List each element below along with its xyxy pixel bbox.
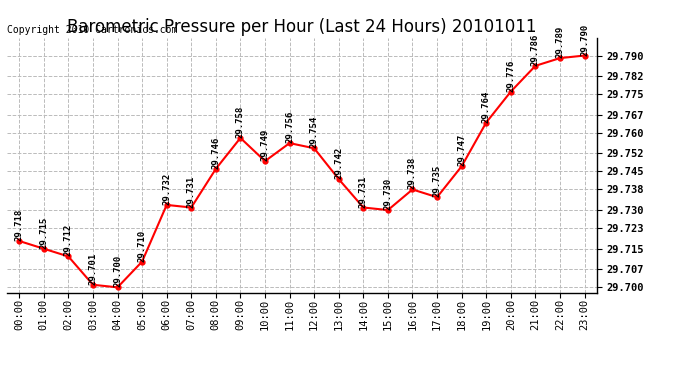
Text: 29.790: 29.790 <box>580 23 589 56</box>
Text: 29.730: 29.730 <box>384 178 393 210</box>
Text: 29.731: 29.731 <box>187 175 196 207</box>
Text: 29.786: 29.786 <box>531 34 540 66</box>
Text: 29.712: 29.712 <box>64 224 73 256</box>
Text: 29.758: 29.758 <box>236 106 245 138</box>
Text: 29.718: 29.718 <box>14 209 23 241</box>
Text: 29.701: 29.701 <box>88 252 97 285</box>
Title: Barometric Pressure per Hour (Last 24 Hours) 20101011: Barometric Pressure per Hour (Last 24 Ho… <box>67 18 537 36</box>
Text: 29.731: 29.731 <box>359 175 368 207</box>
Text: 29.700: 29.700 <box>113 255 122 287</box>
Text: 29.789: 29.789 <box>555 26 564 58</box>
Text: 29.746: 29.746 <box>211 136 220 169</box>
Text: 29.747: 29.747 <box>457 134 466 166</box>
Text: 29.710: 29.710 <box>137 230 146 262</box>
Text: 29.732: 29.732 <box>162 172 171 205</box>
Text: 29.735: 29.735 <box>433 165 442 197</box>
Text: 29.756: 29.756 <box>285 111 294 143</box>
Text: 29.749: 29.749 <box>261 129 270 161</box>
Text: 29.764: 29.764 <box>482 90 491 123</box>
Text: 29.738: 29.738 <box>408 157 417 189</box>
Text: 29.715: 29.715 <box>39 216 48 249</box>
Text: 29.742: 29.742 <box>334 147 343 179</box>
Text: 29.754: 29.754 <box>310 116 319 148</box>
Text: 29.776: 29.776 <box>506 59 515 92</box>
Text: Copyright 2010 Cartronics.com: Copyright 2010 Cartronics.com <box>7 25 177 35</box>
